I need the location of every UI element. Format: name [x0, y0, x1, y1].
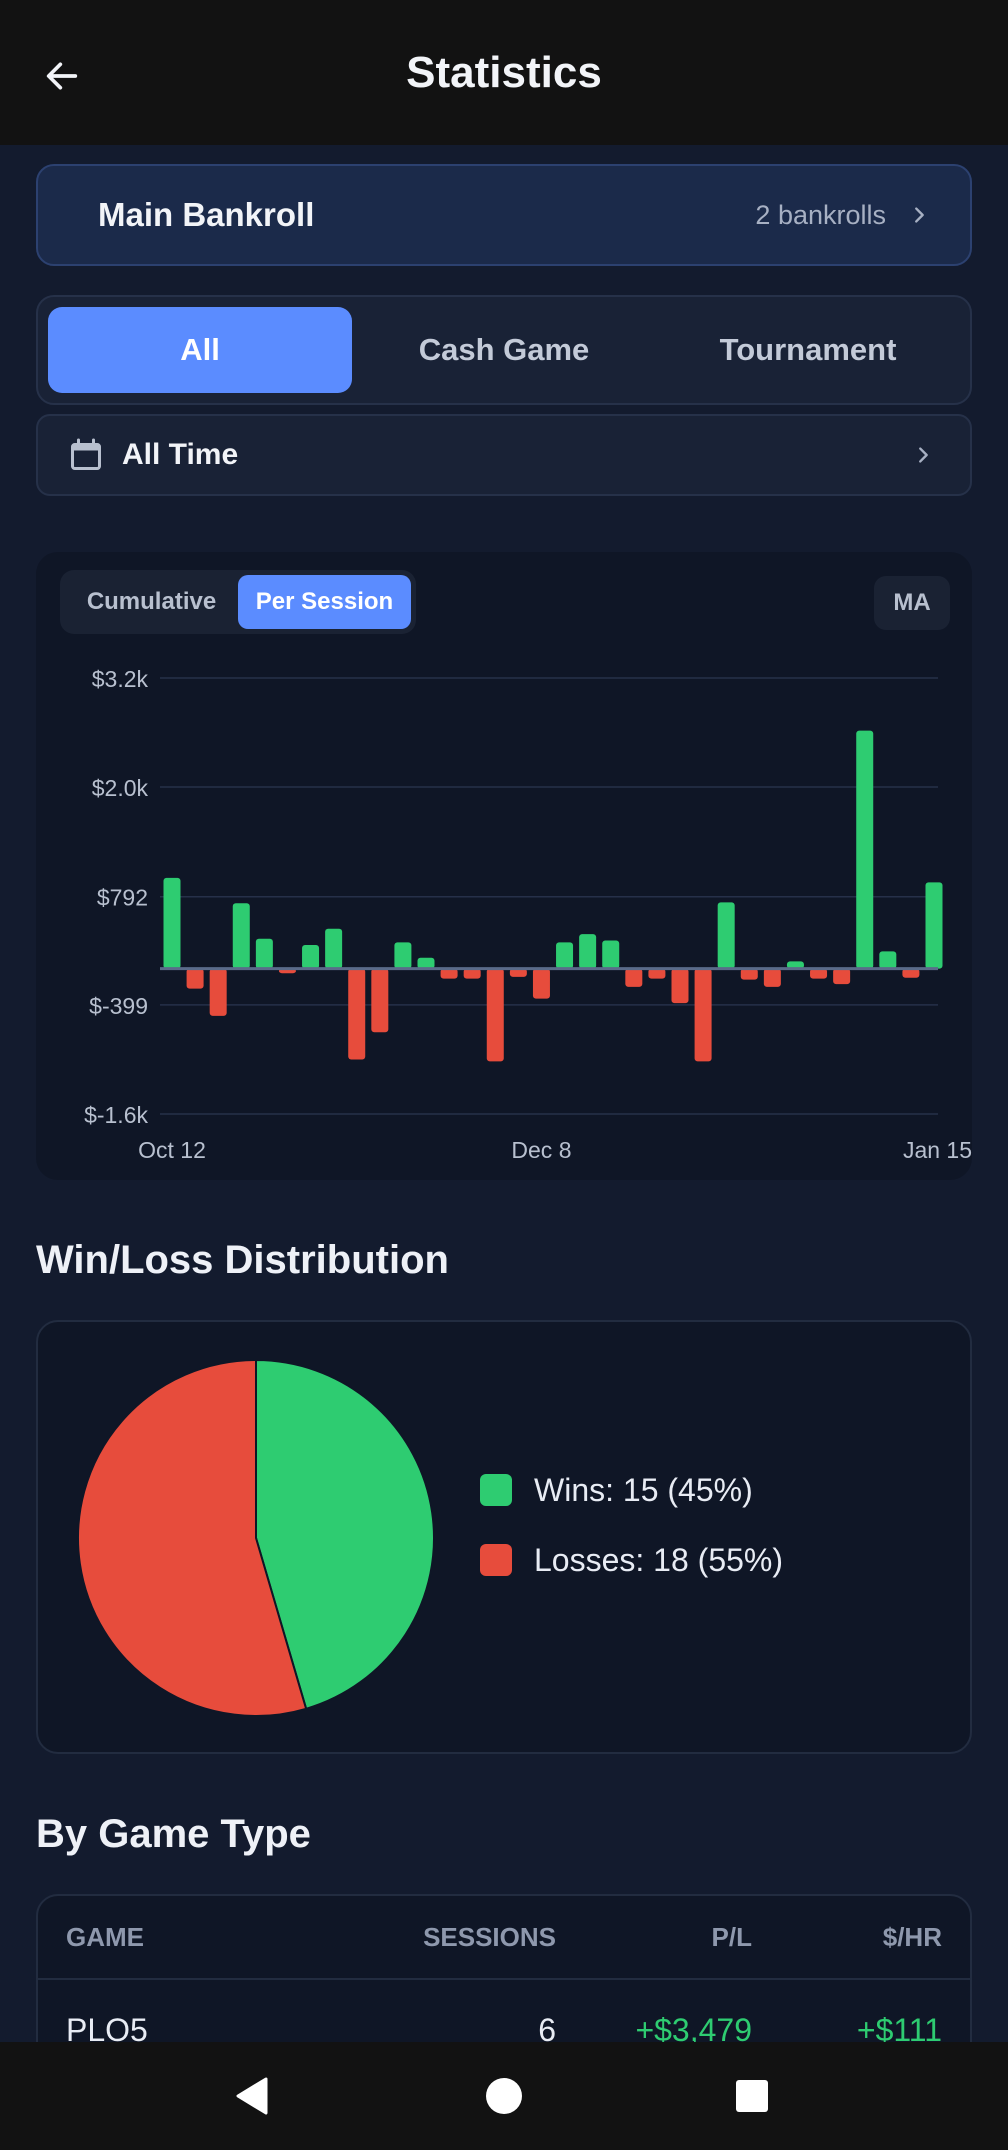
loss-bar [763, 968, 781, 987]
page-title: Statistics [406, 47, 602, 97]
win-bar [325, 928, 343, 969]
x-tick-label: Oct 12 [138, 1137, 206, 1163]
loss-bar [532, 968, 550, 999]
loss-bar [209, 968, 227, 1016]
col-pl[interactable]: P/L [711, 1921, 752, 1952]
loss-bar [440, 968, 458, 979]
losses-label: Losses: 18 (55%) [534, 1541, 784, 1578]
table-row[interactable]: PLO5 6 +$3,479 +$111 [38, 1980, 970, 2080]
win-bar [879, 951, 897, 969]
win-loss-card: Wins: 15 (45%) Losses: 18 (55%) [36, 1320, 972, 1754]
game-type-title: By Game Type [36, 1812, 311, 1856]
win-bar [579, 934, 597, 969]
win-bar [786, 961, 804, 969]
profit-chart-card: $3.2k $2.0k $792 $-399 $-1.6k Oct 12 Dec 8 Jan … [36, 552, 972, 1180]
loss-bar [902, 968, 920, 978]
cell-pl: +$3,479 [635, 2011, 752, 2048]
bankroll-name: Main Bankroll [98, 196, 315, 233]
loss-bar [486, 968, 504, 1062]
game-type-filter: All Cash Game Tournament [36, 295, 972, 405]
tab-cash-game[interactable]: Cash Game [418, 332, 590, 367]
nav-recents-button[interactable] [728, 2072, 776, 2120]
loss-bar [186, 968, 204, 989]
chevron-right-icon [915, 207, 924, 223]
loss-bar [694, 968, 712, 1062]
win-bar [163, 877, 181, 969]
nav-home-button[interactable] [480, 2072, 528, 2120]
date-range-label: All Time [122, 438, 239, 471]
loss-bar [371, 968, 389, 1033]
loss-bar [509, 968, 527, 977]
win-loss-title: Win/Loss Distribution [36, 1238, 449, 1282]
arrow-left-icon [46, 62, 78, 90]
y-tick-label: $2.0k [92, 775, 149, 801]
col-game[interactable]: GAME [66, 1921, 144, 1952]
y-tick-label: $-399 [89, 993, 148, 1019]
col-sessions[interactable]: SESSIONS [423, 1921, 556, 1952]
wins-label: Wins: 15 (45%) [534, 1471, 753, 1508]
loss-bar [671, 968, 689, 1004]
cell-hourly: +$111 [856, 2011, 942, 2048]
date-range-selector[interactable]: All Time [36, 414, 972, 496]
table-header: GAME SESSIONS P/L $/HR [38, 1896, 970, 1980]
profit-chart: $3.2k $2.0k $792 $-399 $-1.6k Oct 12 Dec 8 Jan … [84, 666, 972, 1163]
win-bar [556, 942, 574, 969]
win-bar [394, 942, 412, 969]
x-tick-label: Dec 8 [511, 1137, 571, 1163]
win-bar [255, 938, 273, 969]
bankroll-selector[interactable]: Main Bankroll 2 bankrolls [36, 164, 972, 266]
circle-home-icon [486, 2078, 522, 2114]
chevron-right-icon [919, 447, 928, 463]
win-loss-pie [77, 1358, 435, 1717]
loss-bar [463, 968, 481, 979]
loss-bar [648, 968, 666, 979]
back-button[interactable] [36, 50, 88, 102]
cell-game: PLO5 [66, 2011, 148, 2048]
y-tick-label: $-1.6k [84, 1102, 148, 1128]
wins-slice [255, 1358, 435, 1711]
cumulative-toggle[interactable]: Cumulative [86, 588, 217, 615]
app-bar: Statistics [0, 0, 1008, 145]
loss-bar [740, 968, 758, 980]
win-bar [856, 730, 874, 969]
win-bar [925, 882, 943, 969]
losses-swatch [480, 1544, 512, 1576]
tab-tournament[interactable]: Tournament [719, 332, 897, 367]
legend-losses: Losses: 18 (55%) [480, 1542, 783, 1578]
cell-sessions: 6 [538, 2011, 556, 2048]
win-bar [417, 957, 435, 969]
win-bar [232, 903, 250, 969]
per-session-toggle[interactable]: Per Session [238, 575, 411, 629]
triangle-back-icon [236, 2077, 268, 2115]
y-tick-label: $3.2k [92, 666, 149, 692]
loss-bar [625, 968, 643, 987]
pie-legend: Wins: 15 (45%) Losses: 18 (55%) [480, 1472, 783, 1612]
calendar-icon [71, 438, 101, 470]
square-recents-icon [736, 2080, 768, 2112]
chart-mode-toggle: Cumulative Per Session [60, 570, 416, 634]
loss-bar [810, 968, 828, 979]
legend-wins: Wins: 15 (45%) [480, 1472, 783, 1508]
win-bar [602, 940, 620, 969]
col-hourly[interactable]: $/HR [882, 1921, 942, 1952]
moving-average-button[interactable]: MA [874, 576, 950, 630]
system-nav-bar [0, 2042, 1008, 2150]
y-tick-label: $792 [97, 885, 148, 911]
loss-bar [348, 968, 366, 1060]
wins-swatch [480, 1474, 512, 1506]
loss-bar [833, 968, 851, 985]
x-tick-label: Jan 15 [903, 1137, 972, 1163]
bankroll-count: 2 bankrolls [755, 199, 886, 230]
tab-all[interactable]: All [48, 307, 352, 393]
win-bar [302, 945, 320, 969]
losses-slice [77, 1358, 308, 1717]
nav-back-button[interactable] [228, 2072, 276, 2120]
win-bar [717, 902, 735, 969]
